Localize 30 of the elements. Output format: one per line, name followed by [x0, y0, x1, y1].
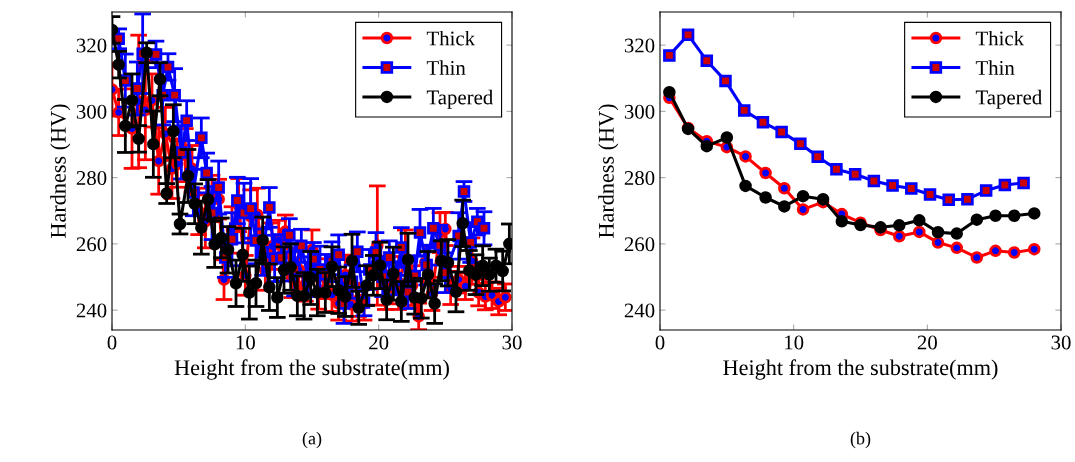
legend-label: Tapered — [426, 89, 493, 109]
legend-label: Thin — [426, 60, 466, 75]
legend-label: Tapered — [975, 89, 1042, 109]
y-axis-title: Hardness (HV) — [598, 104, 619, 238]
y-tick-label: 320 — [624, 38, 655, 53]
x-tick-label: 20 — [917, 335, 937, 350]
legend-label: Thin — [975, 60, 1015, 75]
x-axis-title: Height from the substrate(mm) — [723, 359, 998, 380]
y-tick-label: 280 — [76, 171, 107, 186]
x-tick-label: 0 — [107, 335, 117, 350]
y-tick-label: 240 — [76, 303, 107, 318]
legend-label: Thick — [975, 30, 1025, 46]
y-tick-label: 240 — [624, 303, 655, 318]
legend-label: Thick — [426, 30, 476, 46]
text: (b) — [850, 431, 871, 449]
y-tick-label: 300 — [624, 104, 655, 119]
x-tick-label: 30 — [502, 335, 522, 350]
y-tick-label: 260 — [624, 237, 655, 252]
y-axis-title: Hardness (HV) — [50, 104, 71, 238]
y-tick-label: 280 — [624, 171, 655, 186]
x-tick-label: 10 — [236, 335, 255, 350]
x-tick-label: 10 — [785, 335, 804, 350]
y-tick-label: 300 — [76, 104, 107, 119]
y-tick-label: 260 — [76, 237, 107, 252]
x-axis-title: Height from the substrate(mm) — [174, 359, 449, 380]
x-tick-label: 20 — [369, 335, 389, 350]
text: (a) — [302, 431, 322, 449]
y-tick-label: 320 — [76, 38, 107, 53]
x-tick-label: 30 — [1051, 335, 1071, 350]
x-tick-label: 0 — [655, 335, 665, 350]
